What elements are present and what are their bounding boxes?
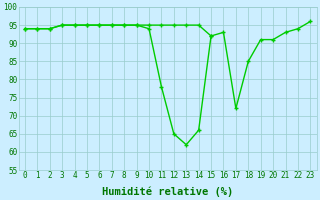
X-axis label: Humidité relative (%): Humidité relative (%) (102, 186, 233, 197)
